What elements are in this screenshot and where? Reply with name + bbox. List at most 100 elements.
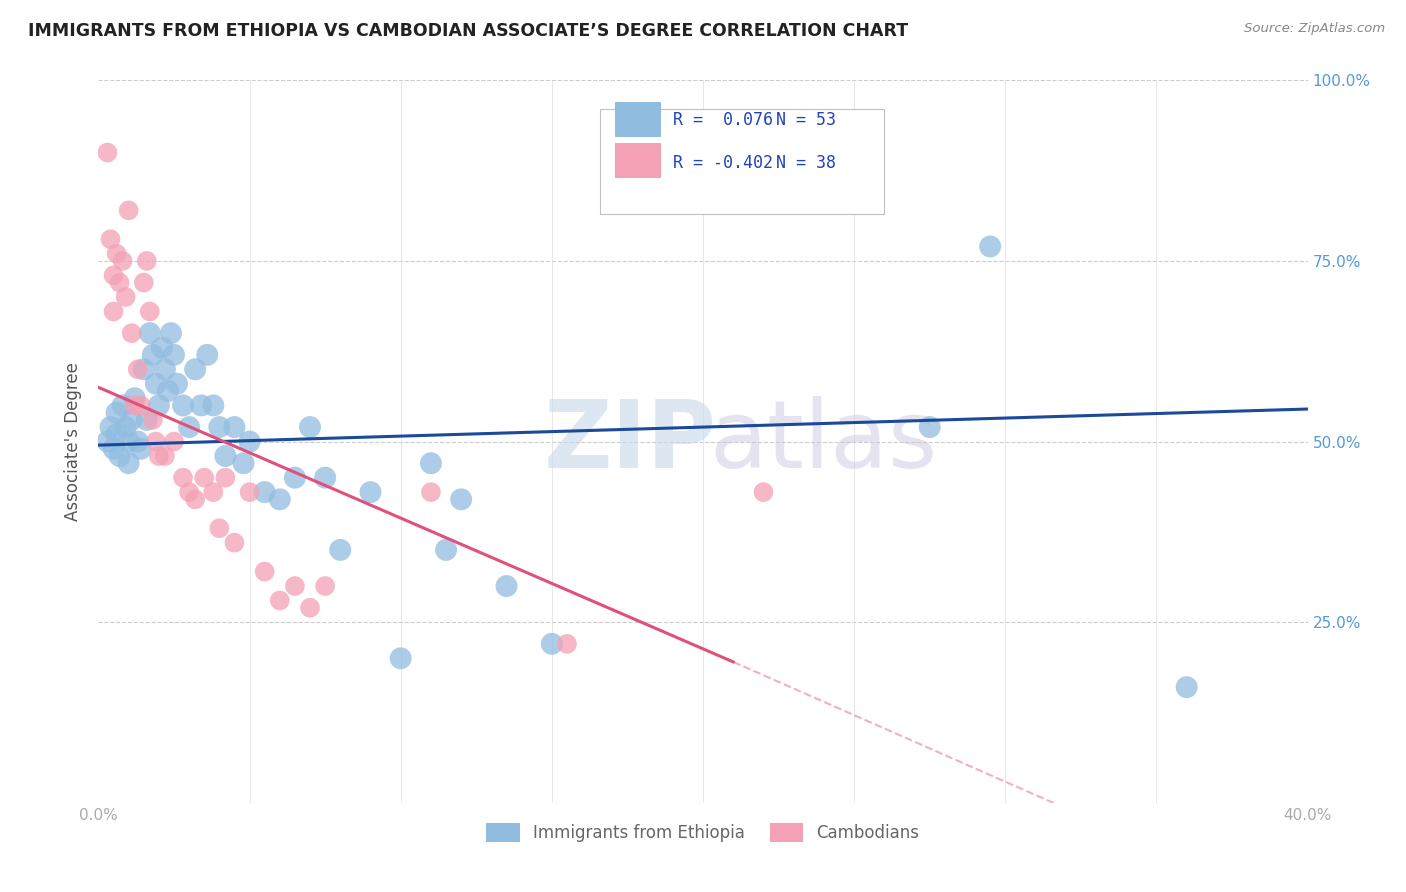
- Point: [114, 290, 136, 304]
- Point: [105, 246, 128, 260]
- Point: [103, 304, 125, 318]
- Point: [253, 565, 276, 579]
- Bar: [614, 143, 661, 178]
- Point: [118, 456, 141, 470]
- Point: [172, 470, 194, 484]
- Point: [752, 485, 775, 500]
- Point: [284, 579, 307, 593]
- Point: [163, 434, 186, 449]
- Point: [450, 492, 472, 507]
- Point: [232, 456, 254, 470]
- Point: [160, 326, 183, 340]
- Point: [127, 434, 149, 449]
- Point: [190, 398, 212, 412]
- Point: [202, 398, 225, 412]
- Point: [208, 420, 231, 434]
- Point: [105, 427, 128, 442]
- Point: [918, 420, 941, 434]
- Point: [166, 376, 188, 391]
- Point: [108, 276, 131, 290]
- Point: [142, 413, 165, 427]
- Text: R = -0.402: R = -0.402: [672, 154, 773, 172]
- Point: [96, 434, 118, 449]
- Point: [111, 398, 134, 412]
- Point: [284, 470, 307, 484]
- Point: [979, 239, 1001, 253]
- Point: [179, 420, 201, 434]
- Point: [153, 449, 176, 463]
- Point: [153, 362, 176, 376]
- Legend: Immigrants from Ethiopia, Cambodians: Immigrants from Ethiopia, Cambodians: [479, 816, 927, 848]
- Point: [314, 470, 336, 484]
- Point: [269, 593, 291, 607]
- Point: [135, 413, 157, 427]
- Point: [555, 637, 578, 651]
- Point: [127, 362, 149, 376]
- Point: [239, 485, 262, 500]
- Point: [139, 304, 162, 318]
- Text: R =  0.076: R = 0.076: [672, 111, 773, 129]
- Point: [114, 420, 136, 434]
- Point: [100, 232, 122, 246]
- FancyBboxPatch shape: [600, 109, 884, 214]
- Point: [184, 362, 207, 376]
- Point: [239, 434, 262, 449]
- Point: [172, 398, 194, 412]
- Point: [208, 521, 231, 535]
- Point: [495, 579, 517, 593]
- Text: N = 38: N = 38: [776, 154, 835, 172]
- Point: [148, 398, 170, 412]
- Point: [420, 456, 443, 470]
- Point: [108, 449, 131, 463]
- Point: [132, 362, 155, 376]
- Point: [105, 406, 128, 420]
- Point: [224, 420, 246, 434]
- Point: [299, 600, 322, 615]
- Point: [389, 651, 412, 665]
- Text: atlas: atlas: [710, 395, 938, 488]
- Point: [103, 442, 125, 456]
- Point: [329, 542, 352, 557]
- Point: [179, 485, 201, 500]
- Point: [299, 420, 322, 434]
- Point: [129, 442, 152, 456]
- Point: [224, 535, 246, 549]
- Point: [202, 485, 225, 500]
- Point: [420, 485, 443, 500]
- Point: [314, 579, 336, 593]
- Point: [360, 485, 382, 500]
- Point: [111, 253, 134, 268]
- Point: [129, 398, 152, 412]
- Point: [540, 637, 562, 651]
- Text: N = 53: N = 53: [776, 111, 835, 129]
- Point: [118, 203, 141, 218]
- Y-axis label: Associate's Degree: Associate's Degree: [65, 362, 83, 521]
- Point: [121, 326, 143, 340]
- Point: [214, 470, 236, 484]
- Text: ZIP: ZIP: [544, 395, 717, 488]
- Point: [434, 542, 457, 557]
- Point: [121, 413, 143, 427]
- Point: [103, 268, 125, 283]
- Point: [214, 449, 236, 463]
- Point: [124, 391, 146, 405]
- Point: [135, 253, 157, 268]
- Point: [145, 434, 167, 449]
- Text: Source: ZipAtlas.com: Source: ZipAtlas.com: [1244, 22, 1385, 36]
- Point: [148, 449, 170, 463]
- Point: [145, 376, 167, 391]
- Point: [96, 145, 118, 160]
- Point: [132, 276, 155, 290]
- Point: [163, 348, 186, 362]
- Point: [195, 348, 218, 362]
- Point: [124, 398, 146, 412]
- Point: [118, 434, 141, 449]
- Point: [193, 470, 215, 484]
- Point: [139, 326, 162, 340]
- Point: [1175, 680, 1198, 694]
- Bar: [614, 102, 661, 136]
- Point: [269, 492, 291, 507]
- Point: [142, 348, 165, 362]
- Point: [150, 341, 173, 355]
- Point: [156, 384, 179, 398]
